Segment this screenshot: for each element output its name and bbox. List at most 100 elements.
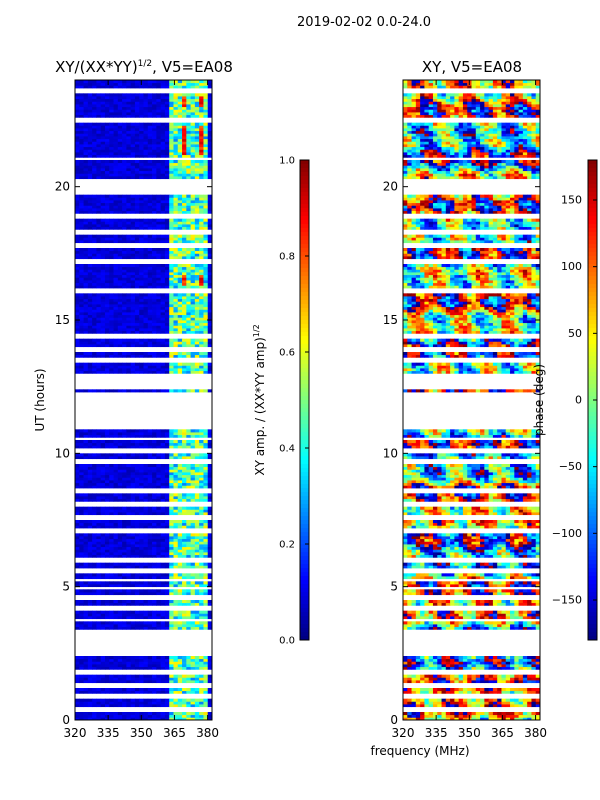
left-heat-cell (92, 621, 97, 625)
left-heat-cell (182, 546, 187, 550)
left-heat-cell (173, 690, 179, 694)
left-heat-cell (83, 544, 89, 548)
left-heat-cell (139, 301, 144, 305)
left-heat-cell (96, 328, 102, 332)
left-heat-cell (177, 138, 183, 142)
left-heat-cell (152, 453, 157, 457)
left-heat-cell (156, 202, 162, 206)
left-heat-cell (160, 266, 166, 270)
left-heat-cell (160, 352, 166, 356)
left-heat-cell (109, 464, 114, 468)
left-heat-cell (143, 496, 149, 500)
left-heat-cell (164, 320, 170, 324)
left-heat-cell (182, 656, 187, 660)
left-heat-cell (104, 544, 110, 548)
left-heat-cell (173, 218, 179, 222)
left-heat-cell (83, 506, 89, 510)
left-heat-cell (75, 626, 80, 630)
left-heat-cell (130, 328, 136, 332)
left-heat-cell (134, 533, 140, 537)
left-heat-cell (177, 365, 183, 369)
left-heat-cell (152, 114, 157, 118)
left-heat-cell (113, 474, 119, 478)
left-heat-cell (104, 237, 110, 241)
left-heat-cell (177, 544, 183, 548)
colorbar-step (300, 320, 309, 325)
left-heat-cell (96, 714, 102, 718)
left-heat-cell (83, 240, 89, 244)
left-heat-cell (139, 250, 144, 254)
left-heat-cell (207, 280, 213, 284)
left-heat-cell (104, 309, 110, 313)
left-heat-cell (134, 234, 140, 238)
left-heat-cell (126, 208, 132, 212)
left-heat-cell (169, 656, 174, 660)
left-heat-cell (160, 610, 166, 614)
left-heat-cell (182, 173, 187, 177)
left-heat-cell (203, 320, 209, 324)
left-heat-cell (160, 552, 166, 556)
left-heat-cell (194, 176, 200, 180)
left-heat-cell (147, 616, 153, 620)
left-heat-cell (194, 600, 200, 604)
left-heat-cell (199, 389, 204, 393)
left-heat-cell (152, 152, 157, 156)
left-heat-cell (100, 197, 106, 201)
left-heat-cell (130, 445, 136, 449)
left-heat-cell (139, 210, 144, 214)
left-heat-cell (207, 317, 213, 321)
left-heat-cell (87, 370, 93, 374)
left-heat-cell (190, 202, 196, 206)
left-heat-cell (164, 472, 170, 476)
colorbar-step (300, 484, 309, 489)
left-heat-cell (83, 85, 89, 89)
left-heat-cell (156, 589, 162, 593)
left-heat-cell (113, 277, 119, 281)
left-heat-cell (134, 218, 140, 222)
left-heat-cell (143, 282, 149, 286)
left-heat-cell (109, 98, 114, 102)
left-heat-cell (177, 237, 183, 241)
left-heat-cell (164, 712, 170, 716)
left-heat-cell (92, 176, 97, 180)
left-heat-cell (190, 133, 196, 137)
left-heat-cell (139, 325, 144, 329)
left-heat-cell (130, 704, 136, 708)
left-heat-cell (139, 464, 144, 468)
left-heat-cell (190, 616, 196, 620)
left-heat-cell (186, 317, 191, 321)
left-heat-cell (203, 282, 209, 286)
colorbar-step (300, 528, 309, 533)
left-heat-cell (87, 80, 93, 84)
left-heat-cell (152, 202, 157, 206)
left-heat-cell (113, 234, 119, 238)
left-heat-cell (130, 330, 136, 334)
left-heat-cell (122, 80, 127, 84)
left-heat-cell (75, 544, 80, 548)
left-heat-cell (160, 296, 166, 300)
left-heat-cell (177, 658, 183, 662)
left-heat-cell (139, 141, 144, 145)
left-heat-cell (113, 445, 119, 449)
left-heat-cell (143, 658, 149, 662)
left-heat-cell (199, 440, 204, 444)
left-heat-cell (190, 712, 196, 716)
left-heat-cell (100, 162, 106, 166)
left-heat-cell (75, 434, 80, 438)
left-heat-cell (152, 341, 157, 345)
left-heat-cell (113, 224, 119, 228)
left-heat-cell (139, 354, 144, 358)
left-heat-cell (199, 160, 204, 164)
left-heat-cell (113, 626, 119, 630)
left-heat-cell (190, 285, 196, 289)
left-heat-cell (152, 109, 157, 113)
left-heat-cell (152, 714, 157, 718)
left-heat-cell (203, 280, 209, 284)
left-heat-cell (173, 698, 179, 702)
left-heat-cell (152, 280, 157, 284)
left-heat-cell (117, 496, 123, 500)
left-heat-cell (182, 144, 187, 148)
left-heat-cell (130, 293, 136, 297)
left-heat-cell (87, 613, 93, 617)
left-heat-cell (156, 130, 162, 134)
